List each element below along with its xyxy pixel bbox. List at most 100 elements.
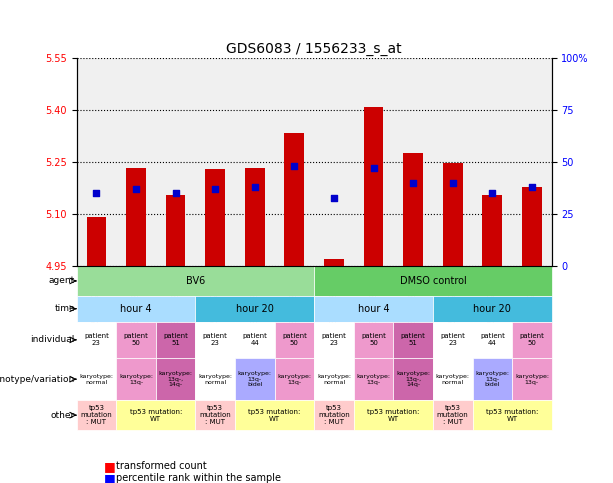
Bar — [482, 195, 502, 266]
FancyBboxPatch shape — [196, 322, 235, 358]
Bar — [126, 169, 146, 266]
FancyBboxPatch shape — [235, 358, 275, 400]
FancyBboxPatch shape — [433, 322, 473, 358]
FancyBboxPatch shape — [512, 358, 552, 400]
Text: hour 4: hour 4 — [358, 304, 389, 314]
Text: tp53
mutation
: MUT: tp53 mutation : MUT — [199, 405, 231, 425]
FancyBboxPatch shape — [77, 322, 116, 358]
Text: patient
50: patient 50 — [361, 333, 386, 346]
FancyBboxPatch shape — [354, 400, 433, 430]
Text: karyotype:
13q-,
14q-: karyotype: 13q-, 14q- — [396, 371, 430, 387]
Text: transformed count: transformed count — [116, 461, 207, 471]
Text: patient
23: patient 23 — [322, 333, 346, 346]
Text: other: other — [51, 411, 75, 420]
Text: tp53
mutation
: MUT: tp53 mutation : MUT — [318, 405, 350, 425]
Point — [91, 189, 101, 197]
FancyBboxPatch shape — [512, 322, 552, 358]
Text: tp53 mutation:
WT: tp53 mutation: WT — [248, 409, 301, 422]
Title: GDS6083 / 1556233_s_at: GDS6083 / 1556233_s_at — [226, 42, 402, 56]
Text: BV6: BV6 — [186, 276, 205, 286]
FancyBboxPatch shape — [433, 296, 552, 322]
FancyBboxPatch shape — [473, 400, 552, 430]
Text: karyotype:
13q-: karyotype: 13q- — [277, 374, 311, 384]
Text: DMSO control: DMSO control — [400, 276, 466, 286]
Point — [250, 183, 260, 191]
FancyBboxPatch shape — [314, 266, 552, 296]
Text: genotype/variation: genotype/variation — [0, 375, 75, 384]
Text: individual: individual — [31, 335, 75, 344]
Point — [527, 183, 537, 191]
Bar — [324, 258, 344, 266]
Point — [368, 165, 378, 172]
Text: patient
50: patient 50 — [282, 333, 306, 346]
FancyBboxPatch shape — [196, 358, 235, 400]
Text: tp53
mutation
: MUT: tp53 mutation : MUT — [437, 405, 468, 425]
Text: patient
50: patient 50 — [124, 333, 148, 346]
Text: karyotype:
normal: karyotype: normal — [317, 374, 351, 384]
FancyBboxPatch shape — [394, 322, 433, 358]
Bar — [364, 107, 384, 266]
FancyBboxPatch shape — [433, 358, 473, 400]
Bar — [403, 154, 423, 266]
Point — [131, 185, 141, 193]
FancyBboxPatch shape — [473, 322, 512, 358]
Bar — [284, 133, 304, 266]
FancyBboxPatch shape — [433, 400, 473, 430]
Text: karyotype:
13q-: karyotype: 13q- — [119, 374, 153, 384]
FancyBboxPatch shape — [77, 358, 116, 400]
FancyBboxPatch shape — [354, 358, 394, 400]
Text: karyotype:
normal: karyotype: normal — [80, 374, 113, 384]
Text: patient
23: patient 23 — [440, 333, 465, 346]
Text: karyotype:
13q-: karyotype: 13q- — [515, 374, 549, 384]
FancyBboxPatch shape — [314, 296, 433, 322]
Text: tp53 mutation:
WT: tp53 mutation: WT — [367, 409, 419, 422]
Text: hour 20: hour 20 — [236, 304, 274, 314]
FancyBboxPatch shape — [394, 358, 433, 400]
Point — [289, 162, 299, 170]
FancyBboxPatch shape — [156, 322, 196, 358]
Point — [448, 179, 458, 187]
Text: patient
23: patient 23 — [84, 333, 109, 346]
Text: karyotype:
13q-,
14q-: karyotype: 13q-, 14q- — [159, 371, 192, 387]
Point — [487, 189, 497, 197]
FancyBboxPatch shape — [235, 400, 314, 430]
FancyBboxPatch shape — [314, 322, 354, 358]
Bar — [245, 168, 265, 266]
FancyBboxPatch shape — [473, 358, 512, 400]
Point — [408, 179, 418, 187]
FancyBboxPatch shape — [116, 358, 156, 400]
Text: patient
51: patient 51 — [163, 333, 188, 346]
FancyBboxPatch shape — [196, 400, 235, 430]
Text: hour 20: hour 20 — [473, 304, 511, 314]
Bar — [86, 217, 106, 266]
Text: tp53
mutation
: MUT: tp53 mutation : MUT — [80, 405, 112, 425]
FancyBboxPatch shape — [275, 358, 314, 400]
Text: percentile rank within the sample: percentile rank within the sample — [116, 473, 281, 483]
FancyBboxPatch shape — [314, 400, 354, 430]
Text: patient
50: patient 50 — [519, 333, 544, 346]
Text: ■: ■ — [104, 472, 116, 483]
FancyBboxPatch shape — [77, 400, 116, 430]
Bar — [522, 187, 542, 266]
Text: hour 4: hour 4 — [120, 304, 152, 314]
Text: karyotype:
13q-
bidel: karyotype: 13q- bidel — [475, 371, 509, 387]
Text: karyotype:
13q-: karyotype: 13q- — [357, 374, 390, 384]
FancyBboxPatch shape — [275, 322, 314, 358]
Text: tp53 mutation:
WT: tp53 mutation: WT — [486, 409, 538, 422]
Text: ■: ■ — [104, 460, 116, 472]
FancyBboxPatch shape — [235, 322, 275, 358]
Bar — [205, 169, 225, 266]
Text: time: time — [55, 304, 75, 313]
Point — [170, 189, 180, 197]
Text: patient
23: patient 23 — [203, 333, 227, 346]
FancyBboxPatch shape — [314, 358, 354, 400]
Bar — [443, 163, 463, 266]
Point — [210, 185, 220, 193]
Text: karyotype:
normal: karyotype: normal — [436, 374, 470, 384]
Bar — [166, 195, 186, 266]
Text: agent: agent — [48, 276, 75, 285]
FancyBboxPatch shape — [77, 296, 196, 322]
FancyBboxPatch shape — [354, 322, 394, 358]
Text: karyotype:
13q-
bidel: karyotype: 13q- bidel — [238, 371, 272, 387]
FancyBboxPatch shape — [116, 400, 196, 430]
